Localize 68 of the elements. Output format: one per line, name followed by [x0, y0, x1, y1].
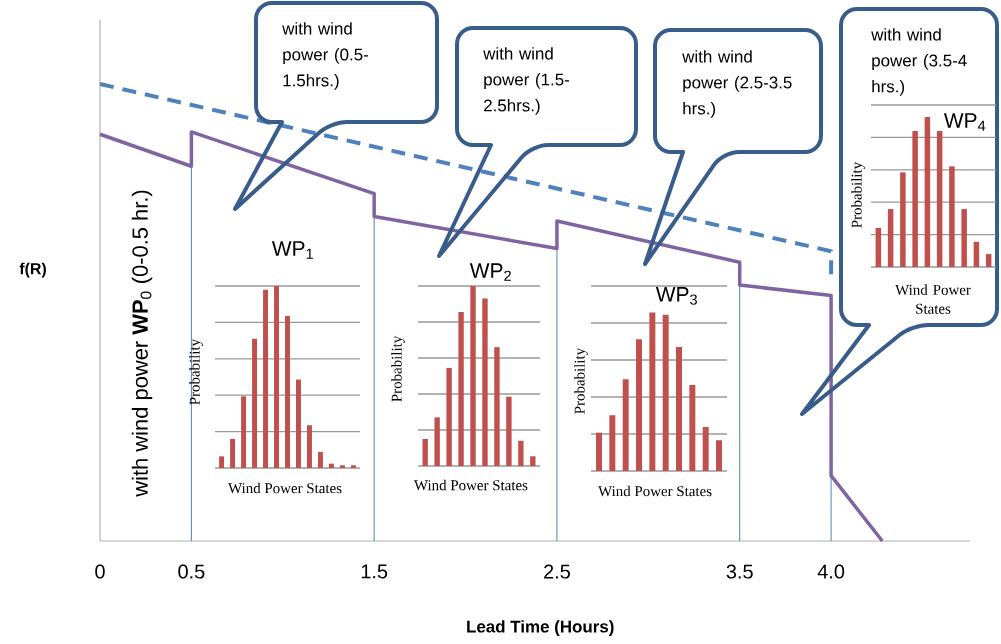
bar [285, 316, 290, 468]
bar [482, 298, 488, 466]
x-axis-title: Wind Power States [895, 284, 971, 314]
x-tick-label: 0 [95, 564, 105, 579]
bar [936, 130, 943, 267]
x-tick-label: 2.5 [544, 564, 570, 579]
bar [961, 209, 967, 267]
y-axis-title: Probability [574, 347, 588, 414]
x-tick-label: 1.5 [361, 564, 388, 579]
bar [350, 465, 356, 468]
y-axis-title: Probability [851, 161, 865, 228]
y-axis-title: f(R) [19, 262, 46, 278]
bar [230, 438, 236, 468]
x-axis-title: Wind Power States [413, 479, 528, 491]
bar [470, 286, 476, 466]
annotation: with wind power (0.5-1.5hrs.) [282, 22, 369, 90]
bar [434, 417, 440, 466]
bar [985, 254, 992, 267]
bar [530, 456, 536, 466]
annotation: with wind power (1.5-2.5hrs.) [483, 47, 570, 115]
bar [887, 209, 894, 267]
x-axis-title: Wind Power States [598, 485, 712, 497]
bar [296, 379, 301, 468]
bar [912, 130, 918, 267]
bar [494, 347, 500, 466]
x-axis-title: Wind Power States [228, 482, 342, 494]
bar [596, 432, 603, 471]
chart-title: WP$_{2}$ [469, 263, 511, 281]
bar [636, 339, 643, 471]
bar [649, 312, 656, 471]
bar [900, 172, 906, 267]
y-axis-title: Probability [189, 338, 203, 405]
bar [446, 367, 452, 466]
bar [339, 465, 345, 468]
bar [307, 425, 312, 468]
x-tick-label: 0.5 [178, 564, 205, 579]
bar [317, 451, 323, 468]
bar [622, 379, 629, 471]
bar [716, 440, 723, 471]
bar [949, 166, 955, 267]
chart-title: WP$_{1}$ [271, 241, 313, 259]
bar [328, 463, 334, 468]
x-tick-label: 4.0 [817, 564, 845, 579]
x-tick-label: 3.5 [726, 564, 753, 579]
annotation: with wind power (2.5-3.5 hrs.) [682, 50, 792, 118]
bar [274, 286, 279, 468]
bar [263, 289, 268, 468]
chart-title: WP$_{3}$ [655, 287, 697, 305]
annotation: with wind power WP$_{0}$ (0-0.5 hr.) [131, 190, 153, 497]
bar [676, 346, 683, 471]
bar [702, 426, 709, 471]
bar [219, 456, 225, 468]
bar [689, 384, 696, 471]
bar [518, 440, 524, 466]
x-axis-title: Lead Time (Hours) [467, 620, 614, 636]
bar [506, 396, 512, 466]
bar [422, 439, 428, 466]
bar [924, 117, 931, 267]
bar [662, 314, 669, 471]
bar [241, 396, 247, 468]
y-axis-title: Probability [391, 335, 405, 402]
bar [458, 312, 464, 466]
annotation: with wind power (3.5-4 hrs.) [871, 28, 967, 96]
bar [252, 338, 258, 468]
bar [973, 241, 980, 267]
bar [609, 415, 616, 471]
bar [875, 228, 882, 267]
chart-title: WP$_{4}$ [943, 113, 986, 131]
